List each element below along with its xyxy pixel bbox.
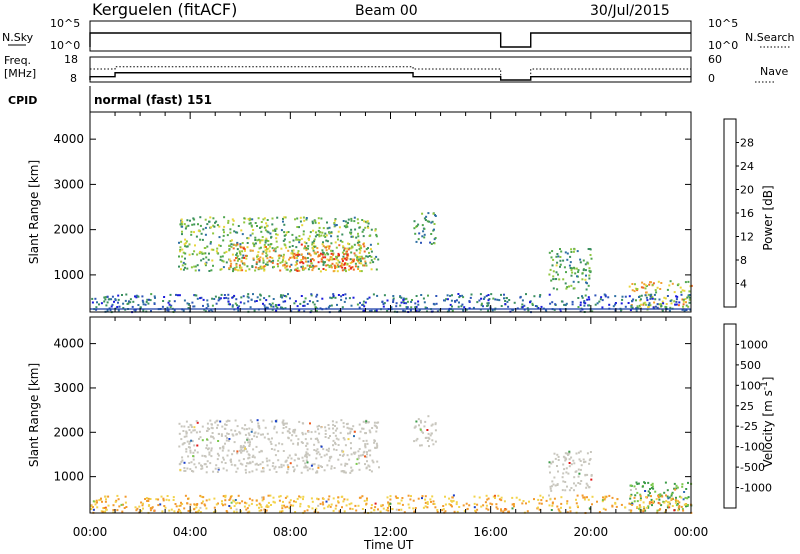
velocity-panel: 1000 2000 3000 4000 Slant Range [km] 1000 50… xyxy=(27,316,775,514)
freq-tick-top: 18 xyxy=(64,53,78,66)
velocity-colorbar-tick-4: -25 xyxy=(740,420,758,433)
nsearch-tick-top: 10^5 xyxy=(708,17,738,30)
cpid-label: CPID xyxy=(8,94,37,107)
velocity-region-0 xyxy=(178,419,380,474)
velocity-colorbar-tick-7: -1000 xyxy=(740,482,772,495)
velocity-colorbar-tick-5: -100 xyxy=(740,441,765,454)
x-tick-label-5: 20:00 xyxy=(574,525,609,539)
velocity-ytick-label-3: 4000 xyxy=(53,337,84,351)
velocity-cb-close: ] xyxy=(761,377,775,382)
freq-tick-bottom: 8 xyxy=(70,72,77,85)
nsky-label: N.Sky xyxy=(2,31,34,44)
power-colorbar-tick-4: 20 xyxy=(740,184,754,197)
power-panel: 1000 2000 3000 4000 Slant Range [km] 4 8 12 16… xyxy=(27,111,775,314)
nsky-series-line xyxy=(89,32,691,48)
power-colorbar-tick-1: 8 xyxy=(740,254,747,267)
freq-label: Freq. xyxy=(4,54,31,67)
velocity-colorbar-tick-2: 100 xyxy=(740,379,761,392)
nave-tick-top: 60 xyxy=(708,53,722,66)
velocity-cb-sup: -1 xyxy=(760,381,770,390)
power-colorbar-tick-2: 12 xyxy=(740,231,754,244)
power-ytick-label-1: 2000 xyxy=(53,223,84,237)
x-tick-label-1: 04:00 xyxy=(173,525,208,539)
velocity-ytick-label-1: 2000 xyxy=(53,425,84,439)
beam-title: Beam 00 xyxy=(355,3,418,19)
velocity-colorbar-tick-6: -500 xyxy=(740,461,765,474)
nsearch-tick-bottom: 10^0 xyxy=(708,39,738,52)
velocity-cb-label: Velocity [m s-1] xyxy=(760,377,775,468)
velocity-colorbar-tick-1: 500 xyxy=(740,359,761,372)
x-axis-label: Time UT xyxy=(363,538,414,552)
power-colorbar-tick-6: 28 xyxy=(740,137,754,150)
x-tick-label-4: 16:00 xyxy=(473,525,508,539)
velocity-colorbar-tick-0: 1000 xyxy=(740,338,768,351)
nsky-panel: N.Sky 10^5 10^0 10^5 10^0 N.Search xyxy=(2,17,795,52)
freq-panel: Freq. [MHz] 18 8 60 0 Nave xyxy=(4,53,788,85)
power-colorbar-tick-3: 16 xyxy=(740,207,754,220)
nsearch-label: N.Search xyxy=(745,31,795,44)
cpid-panel: CPID normal (fast) 151 xyxy=(8,86,212,112)
velocity-region-1 xyxy=(413,415,437,448)
power-ytick-label-2: 3000 xyxy=(53,177,84,191)
nave-label: Nave xyxy=(760,65,788,78)
velocity-ytick-label-0: 1000 xyxy=(53,470,84,484)
cpid-value: normal (fast) 151 xyxy=(94,93,212,107)
x-tick-label-6: 00:00 xyxy=(674,525,709,539)
date-title: 30/Jul/2015 xyxy=(590,3,670,19)
velocity-region-2 xyxy=(548,450,593,492)
station-title: Kerguelen (fitACF) xyxy=(92,0,237,19)
power-ytick-label-0: 1000 xyxy=(53,268,84,282)
x-tick-label-2: 08:00 xyxy=(273,525,308,539)
velocity-colorbar-tick-3: 25 xyxy=(740,400,754,413)
nave-tick-bottom: 0 xyxy=(708,72,715,85)
power-cb-label: Power [dB] xyxy=(761,185,775,250)
x-tick-label-0: 00:00 xyxy=(73,525,108,539)
power-colorbar-tick-0: 4 xyxy=(740,278,747,291)
power-ytick-label-3: 4000 xyxy=(53,132,84,146)
power-colorbar-tick-5: 24 xyxy=(740,160,754,173)
velocity-ytick-label-2: 3000 xyxy=(53,381,84,395)
power-region-4 xyxy=(548,247,593,291)
freq-series-line xyxy=(89,72,691,81)
freq-unit-label: [MHz] xyxy=(4,67,36,80)
velocity-ylabel: Slant Range [km] xyxy=(27,363,41,467)
x-tick-label-3: 12:00 xyxy=(373,525,408,539)
power-region-2 xyxy=(294,252,354,270)
nave-series-line xyxy=(90,66,691,81)
nsky-tick-bottom: 10^0 xyxy=(50,39,80,52)
velocity-region-4 xyxy=(90,494,693,514)
power-region-0 xyxy=(178,216,380,273)
nsky-tick-top: 10^5 xyxy=(50,17,80,30)
power-ylabel: Slant Range [km] xyxy=(27,160,41,264)
power-region-3 xyxy=(413,212,437,245)
